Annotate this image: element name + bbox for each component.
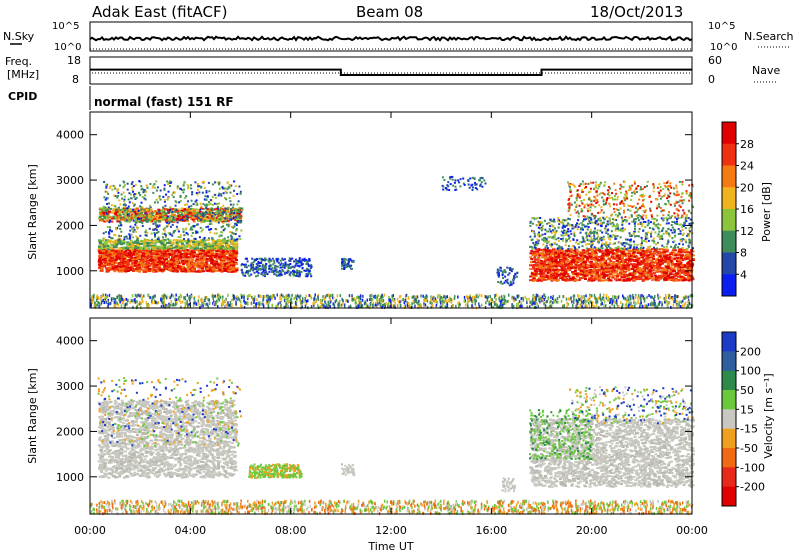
n-search-label: N.Search bbox=[744, 30, 794, 43]
colorbar-tick-label: -15 bbox=[740, 423, 758, 436]
nave-label: Nave bbox=[752, 64, 780, 77]
colorbar-tick-label: 200 bbox=[740, 345, 761, 358]
range-tick-label: 2000 bbox=[56, 425, 84, 438]
cpid-mode-text: normal (fast) 151 RF bbox=[94, 95, 234, 109]
scan-right-tick-top: 10^5 bbox=[708, 21, 735, 32]
colorbar-swatch bbox=[722, 332, 736, 352]
time-tick-label: 04:00 bbox=[174, 524, 206, 537]
n-sky-label: N.Sky bbox=[3, 30, 35, 43]
power-ylabel: Slant Range [km] bbox=[26, 164, 39, 260]
range-tick-label: 3000 bbox=[56, 174, 84, 187]
cpid-label: CPID bbox=[8, 90, 37, 103]
date-title: 18/Oct/2013 bbox=[590, 3, 683, 21]
freq-right-tick-bottom: 0 bbox=[708, 73, 715, 86]
colorbar-swatch bbox=[722, 274, 736, 296]
time-tick-label: 00:00 bbox=[676, 524, 708, 537]
velocity-colorbar: 200 100 50 15 -15 -50 -100 -200 Velocity [m s⁻¹… bbox=[722, 332, 775, 507]
colorbar-swatch bbox=[722, 122, 736, 144]
freq-right-tick-top: 60 bbox=[708, 54, 722, 67]
colorbar-swatch bbox=[722, 187, 736, 209]
n-sky-trace bbox=[90, 37, 692, 40]
colorbar-swatch bbox=[722, 166, 736, 188]
velocity-ylabel: Slant Range [km] bbox=[26, 368, 39, 464]
velocity-panel: 1000 2000 3000 4000 Slant Range [km] bbox=[26, 318, 695, 515]
colorbar-tick-label: 20 bbox=[740, 181, 754, 194]
colorbar-tick-label: 12 bbox=[740, 225, 754, 238]
station-title: Adak East (fitACF) bbox=[92, 3, 227, 21]
frequency-trace bbox=[90, 70, 692, 75]
range-tick-label: 1000 bbox=[56, 265, 84, 278]
range-tick-label: 2000 bbox=[56, 219, 84, 232]
scan-left-tick-bottom: 10^0 bbox=[54, 42, 81, 53]
colorbar-tick-label: 4 bbox=[740, 268, 747, 281]
colorbar-swatch bbox=[722, 351, 736, 371]
freq-label-line1: Freq. bbox=[5, 55, 32, 68]
colorbar-swatch bbox=[722, 409, 736, 429]
time-axis-label: Time UT bbox=[367, 540, 413, 553]
colorbar-swatch bbox=[722, 253, 736, 275]
time-tick-label: 00:00 bbox=[74, 524, 106, 537]
range-tick-label: 4000 bbox=[56, 335, 84, 348]
colorbar-tick-label: -100 bbox=[740, 461, 765, 474]
colorbar-tick-label: 100 bbox=[740, 365, 761, 378]
beam-title: Beam 08 bbox=[356, 3, 423, 21]
colorbar-swatch bbox=[722, 448, 736, 468]
velocity-colorbar-label: Velocity [m s⁻¹] bbox=[762, 373, 775, 458]
colorbar-tick-label: -200 bbox=[740, 481, 765, 494]
range-tick-label: 3000 bbox=[56, 380, 84, 393]
power-colorbar-label: Power [dB] bbox=[760, 182, 773, 242]
colorbar-swatch bbox=[722, 144, 736, 166]
range-tick-label: 1000 bbox=[56, 471, 84, 484]
time-tick-label: 16:00 bbox=[475, 524, 507, 537]
colorbar-swatch bbox=[722, 209, 736, 231]
colorbar-swatch bbox=[722, 487, 736, 507]
colorbar-swatch bbox=[722, 467, 736, 487]
colorbar-swatch bbox=[722, 429, 736, 449]
colorbar-swatch bbox=[722, 371, 736, 391]
range-tick-label: 4000 bbox=[56, 129, 84, 142]
colorbar-tick-label: 50 bbox=[740, 384, 754, 397]
colorbar-tick-label: 8 bbox=[740, 247, 747, 260]
time-tick-label: 08:00 bbox=[275, 524, 307, 537]
colorbar-tick-label: 16 bbox=[740, 203, 754, 216]
freq-left-tick-top: 18 bbox=[67, 54, 81, 67]
power-panel: 1000 2000 3000 4000 Slant Range [km] bbox=[26, 112, 695, 309]
freq-label-line2: [MHz] bbox=[7, 68, 39, 81]
freq-panel: Freq. [MHz] 18 8 60 0 Nave bbox=[5, 54, 780, 86]
colorbar-tick-label: 15 bbox=[740, 403, 754, 416]
freq-left-tick-bottom: 8 bbox=[72, 73, 79, 86]
colorbar-tick-label: 28 bbox=[740, 138, 754, 151]
scan-panel: N.Sky 10^5 10^0 10^5 10^0 N.Search bbox=[3, 21, 794, 53]
time-tick-label: 20:00 bbox=[576, 524, 608, 537]
colorbar-swatch bbox=[722, 390, 736, 410]
scan-right-tick-bottom: 10^0 bbox=[710, 42, 737, 53]
colorbar-tick-label: 24 bbox=[740, 160, 754, 173]
power-colorbar: 28 24 20 16 12 8 4 Power [dB] bbox=[722, 122, 773, 297]
colorbar-tick-label: -50 bbox=[740, 442, 758, 455]
scan-left-tick-top: 10^5 bbox=[52, 21, 79, 32]
time-tick-label: 12:00 bbox=[375, 524, 407, 537]
colorbar-swatch bbox=[722, 231, 736, 253]
